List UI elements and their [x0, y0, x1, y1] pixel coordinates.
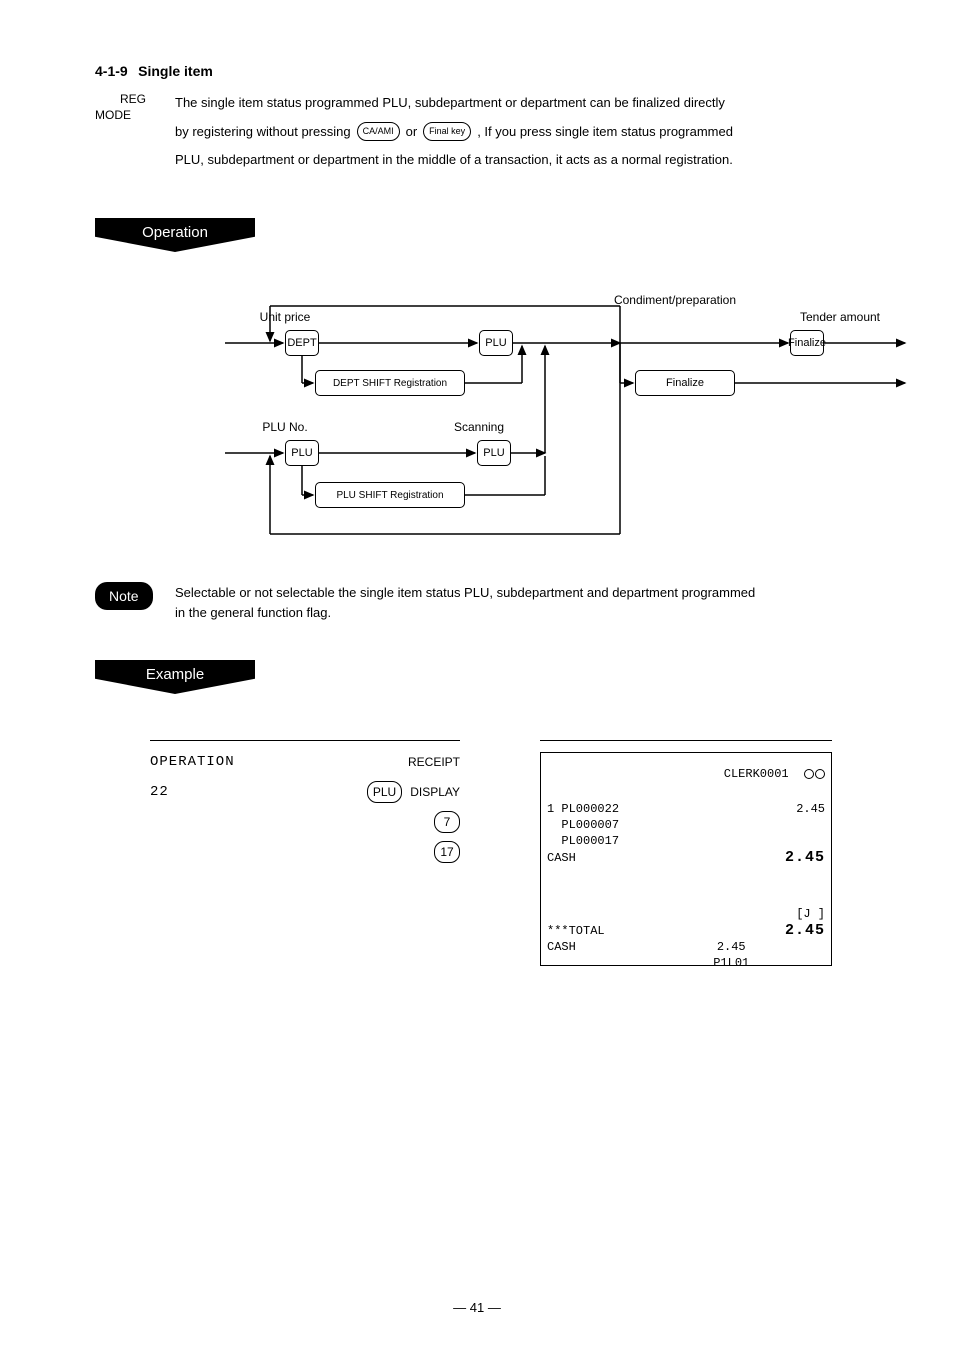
- example-row-1: 22 PLU DISPLAY: [150, 777, 460, 807]
- display-clerk: CLERK0001: [631, 753, 831, 795]
- display-footer-cash-row: CASH 2.45: [541, 939, 831, 955]
- calend-key-icon: CA/AMI: [357, 122, 400, 141]
- display-line-1: PL000007: [541, 817, 831, 833]
- plu-key-icon: PLU: [367, 781, 402, 803]
- example-row-2: 7: [150, 807, 460, 837]
- status-icon: [804, 769, 814, 779]
- display-footer-page-row: P1L01: [541, 955, 831, 971]
- intro-line-2-row: by registering without pressing CA/AMI o…: [175, 122, 885, 141]
- note-text-2: in the general function flag.: [175, 605, 875, 620]
- status-icon: [815, 769, 825, 779]
- display-line-0: 1 PL000022 2.45: [541, 801, 831, 817]
- seventeen-key-icon: 17: [434, 841, 460, 863]
- note-text-1: Selectable or not selectable the single …: [175, 585, 875, 600]
- intro-or: or: [406, 124, 418, 139]
- flowchart-lines: [225, 286, 935, 546]
- example-heading: Example: [95, 660, 255, 694]
- intro-line-3: PLU, subdepartment or department in the …: [175, 152, 875, 167]
- finalkey-icon: Final key: [423, 122, 471, 141]
- display-cash-row: CASH 2.45: [541, 849, 831, 866]
- page-root: 4-1-9 Single item REG MODE The single it…: [0, 0, 954, 1348]
- display-panel: CLERK0001 1 PL000022 2.45 PL000007 PL000…: [540, 752, 832, 966]
- flowchart: Unit price PLU No. Scanning Condiment/pr…: [225, 286, 935, 546]
- seven-key-icon: 7: [434, 811, 460, 833]
- display-total-row: ***TOTAL 2.45: [541, 922, 831, 939]
- ex-op-0: OPERATION: [150, 754, 356, 770]
- display-header-row: CLERK0001: [541, 753, 831, 795]
- example-row-0: OPERATION RECEIPT: [150, 747, 460, 777]
- ex-display-label: DISPLAY: [410, 785, 460, 799]
- section-number: 4-1-9 Single item: [95, 63, 213, 81]
- display-table: CLERK0001 1 PL000022 2.45 PL000007 PL000…: [541, 753, 831, 971]
- ex-op-1: 22: [150, 784, 359, 800]
- display-top-rule: [540, 740, 832, 741]
- example-row-3: 17: [150, 837, 460, 867]
- page-footer: — 41 —: [0, 1300, 954, 1315]
- intro-line-2a: by registering without pressing: [175, 124, 351, 139]
- display-line-2: PL000017: [541, 833, 831, 849]
- note-heading: Note: [95, 582, 153, 610]
- intro-line-1: The single item status programmed PLU, s…: [175, 95, 865, 110]
- ex-receipt-label: RECEIPT: [408, 755, 460, 769]
- display-bracket-row: [J ]: [541, 906, 831, 922]
- reg-label: REG: [120, 92, 146, 106]
- operation-heading: Operation: [95, 218, 255, 252]
- example-operation-block: OPERATION RECEIPT 22 PLU DISPLAY 7 17: [150, 740, 460, 867]
- mode-label: MODE: [95, 108, 131, 122]
- intro-line-2b: , If you press single item status progra…: [477, 124, 733, 139]
